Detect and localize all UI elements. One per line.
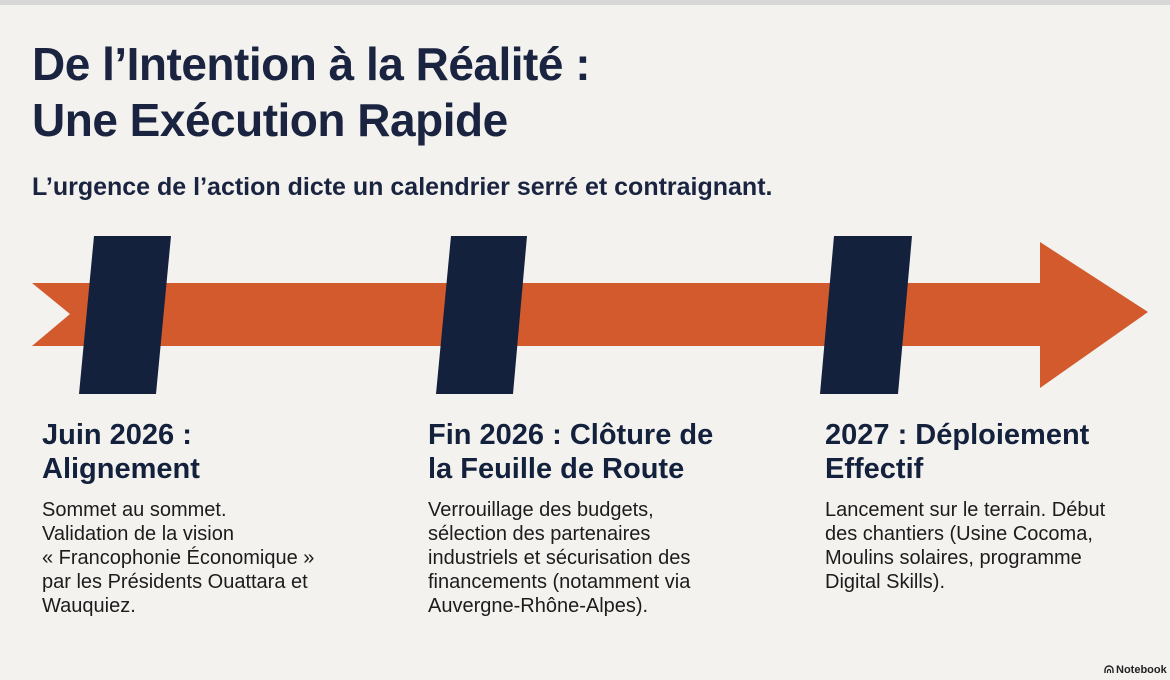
milestone-description: Verrouillage des budgets, sélection des … — [428, 498, 758, 618]
milestone-description-line: Validation de la vision — [42, 523, 234, 545]
milestone-description-line: Moulins solaires, programme — [825, 547, 1082, 569]
milestone-title-line: Juin 2026 : — [42, 419, 192, 451]
milestone-description-line: par les Présidents Ouattara et — [42, 571, 308, 593]
brand-name: Notebook — [1116, 664, 1167, 676]
milestone-description-line: Auvergne-Rhône-Alpes). — [428, 595, 649, 617]
milestone-title: 2027 : Déploiement Effectif — [825, 418, 1155, 486]
milestone-title-line: Effectif — [825, 453, 924, 485]
milestone-description: Lancement sur le terrain. Début des chan… — [825, 498, 1155, 594]
milestone-description: Sommet au sommet. Validation de la visio… — [42, 498, 372, 618]
milestone-description-line: Digital Skills). — [825, 571, 946, 593]
page-title: De l’Intention à la Réalité : Une Exécut… — [32, 36, 591, 148]
milestone-description-line: financements (notamment via — [428, 571, 691, 593]
milestone-title: Juin 2026 : Alignement — [42, 418, 372, 486]
milestone-fin-2026: Fin 2026 : Clôture de la Feuille de Rout… — [428, 418, 758, 618]
timeline-marker-3 — [820, 236, 912, 394]
top-border — [0, 0, 1170, 5]
milestone-description-line: Verrouillage des budgets, — [428, 499, 654, 521]
milestone-title: Fin 2026 : Clôture de la Feuille de Rout… — [428, 418, 758, 486]
timeline-marker-1 — [79, 236, 171, 394]
milestone-description-line: « Francophonie Économique » — [42, 547, 315, 569]
page-title-line-2: Une Exécution Rapide — [32, 94, 508, 146]
notebooklm-logo-icon — [1104, 665, 1114, 673]
milestone-description-line: Wauquiez. — [42, 595, 136, 617]
milestone-description-line: des chantiers (Usine Cocoma, — [825, 523, 1093, 545]
milestone-title-line: Fin 2026 : Clôture de — [428, 419, 714, 451]
milestone-title-line: 2027 : Déploiement — [825, 419, 1090, 451]
page-title-line-1: De l’Intention à la Réalité : — [32, 38, 591, 90]
milestone-title-line: Alignement — [42, 453, 200, 485]
milestone-description-line: sélection des partenaires — [428, 523, 651, 545]
milestone-description-line: Sommet au sommet. — [42, 499, 227, 521]
milestone-title-line: la Feuille de Route — [428, 453, 685, 485]
milestone-2027: 2027 : Déploiement Effectif Lancement su… — [825, 418, 1155, 594]
timeline-marker-2 — [436, 236, 527, 394]
timeline-arrow — [32, 242, 1148, 388]
timeline-graphic — [32, 236, 1148, 394]
milestone-juin-2026: Juin 2026 : Alignement Sommet au sommet.… — [42, 418, 372, 618]
page-subtitle: L’urgence de l’action dicte un calendrie… — [32, 173, 773, 201]
milestone-description-line: Lancement sur le terrain. Début — [825, 499, 1106, 521]
brand-watermark: Notebook — [1104, 663, 1167, 677]
milestone-description-line: industriels et sécurisation des — [428, 547, 691, 569]
